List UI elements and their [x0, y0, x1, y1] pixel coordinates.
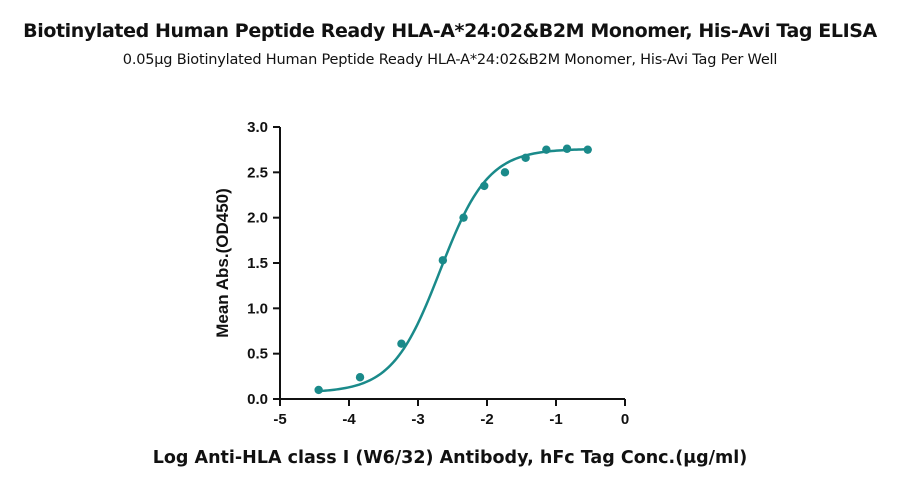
x-axis-title: Log Anti-HLA class I (W6/32) Antibody, h…	[153, 448, 747, 468]
x-tick-label: -2	[480, 411, 493, 428]
data-point	[562, 144, 572, 153]
y-tick-label: 1.0	[247, 300, 268, 317]
ticks: 0.0 0.5 1.0 1.5 2.0 2.5 3.0 -5 -4 -3 -2 -1 0	[247, 119, 629, 428]
axes	[279, 127, 625, 400]
data-point	[459, 213, 468, 222]
data-point	[397, 339, 406, 348]
data-point	[542, 145, 551, 154]
data-points-layer	[314, 144, 592, 395]
y-tick-label: 0.5	[247, 346, 268, 363]
x-tick-label: -3	[411, 411, 424, 428]
y-tick-label: 3.0	[247, 119, 268, 136]
data-point	[521, 153, 530, 163]
data-point	[500, 168, 510, 177]
y-tick-label: 2.0	[247, 210, 268, 227]
data-point	[355, 373, 365, 382]
x-tick-label: -5	[273, 411, 286, 428]
y-tick-label: 2.5	[247, 164, 268, 181]
chart-title: Biotinylated Human Peptide Ready HLA-A*2…	[23, 20, 877, 42]
x-tick-label: 0	[621, 411, 629, 428]
data-point	[438, 256, 448, 265]
data-point	[314, 385, 323, 395]
data-point	[583, 145, 592, 154]
x-tick-label: -4	[342, 411, 356, 428]
fit-curve-layer	[318, 148, 588, 393]
data-point	[480, 181, 489, 191]
x-tick-label: -1	[549, 411, 562, 428]
y-tick-label: 0.0	[247, 391, 268, 408]
fit-curve	[318, 148, 588, 393]
y-tick-label: 1.5	[247, 255, 268, 272]
chart-subtitle: 0.05μg Biotinylated Human Peptide Ready …	[122, 52, 778, 68]
y-axis-title: Mean Abs.(OD450)	[213, 188, 232, 338]
